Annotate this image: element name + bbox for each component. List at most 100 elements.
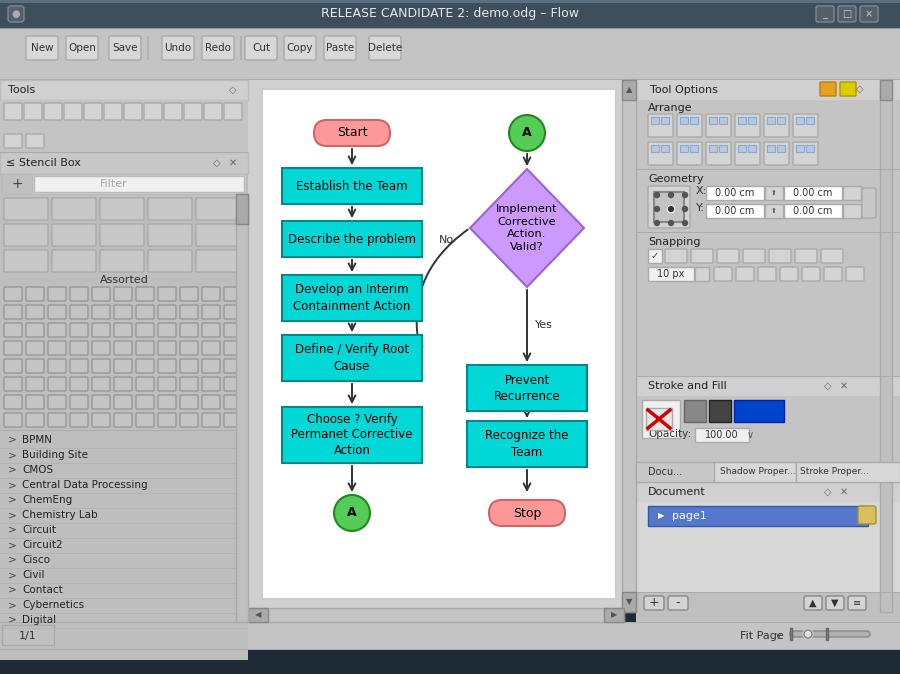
FancyBboxPatch shape xyxy=(92,413,110,427)
Text: Cybernetics: Cybernetics xyxy=(22,600,84,610)
Bar xyxy=(651,145,659,152)
Bar xyxy=(636,232,900,233)
FancyBboxPatch shape xyxy=(821,249,843,263)
Bar xyxy=(777,145,785,152)
FancyBboxPatch shape xyxy=(4,198,48,220)
Text: BPMN: BPMN xyxy=(22,435,52,445)
Text: ≤ Stencil Box: ≤ Stencil Box xyxy=(6,158,81,168)
Bar xyxy=(622,592,636,612)
FancyBboxPatch shape xyxy=(196,250,240,272)
Text: Assorted: Assorted xyxy=(100,275,148,285)
Bar xyxy=(248,608,624,622)
Text: Opacity:: Opacity: xyxy=(648,429,691,439)
FancyBboxPatch shape xyxy=(4,377,22,391)
Bar xyxy=(709,145,717,152)
FancyBboxPatch shape xyxy=(180,341,198,355)
FancyBboxPatch shape xyxy=(70,287,88,301)
Text: ▲: ▲ xyxy=(809,598,817,608)
Bar xyxy=(748,117,756,124)
Circle shape xyxy=(669,193,673,197)
Text: ✕: ✕ xyxy=(840,381,848,391)
Bar xyxy=(0,523,248,524)
Bar xyxy=(636,502,900,612)
FancyBboxPatch shape xyxy=(202,305,220,319)
FancyBboxPatch shape xyxy=(202,287,220,301)
Text: ✕: ✕ xyxy=(840,487,848,497)
Bar xyxy=(0,80,248,622)
Bar xyxy=(684,400,706,422)
FancyBboxPatch shape xyxy=(665,249,687,263)
Bar xyxy=(738,117,746,124)
Text: >: > xyxy=(8,480,17,490)
FancyBboxPatch shape xyxy=(48,323,66,337)
Bar xyxy=(734,400,784,422)
Text: 100.00: 100.00 xyxy=(706,430,739,440)
FancyBboxPatch shape xyxy=(26,36,58,60)
Text: Recognize the
Team: Recognize the Team xyxy=(485,429,569,458)
Bar xyxy=(0,0,900,28)
Bar xyxy=(0,568,248,569)
FancyBboxPatch shape xyxy=(202,359,220,373)
FancyBboxPatch shape xyxy=(180,359,198,373)
Bar xyxy=(695,428,749,442)
Text: Open: Open xyxy=(68,43,96,53)
FancyBboxPatch shape xyxy=(148,198,192,220)
FancyBboxPatch shape xyxy=(848,596,866,610)
Text: Docu...: Docu... xyxy=(648,467,682,477)
FancyBboxPatch shape xyxy=(109,36,141,60)
Bar xyxy=(240,36,242,60)
FancyBboxPatch shape xyxy=(735,114,760,137)
Text: ✓: ✓ xyxy=(651,251,659,261)
FancyBboxPatch shape xyxy=(48,395,66,409)
Text: Arrange: Arrange xyxy=(648,103,693,113)
Bar xyxy=(880,80,892,100)
FancyBboxPatch shape xyxy=(790,631,870,637)
FancyBboxPatch shape xyxy=(180,305,198,319)
FancyBboxPatch shape xyxy=(224,103,242,120)
FancyBboxPatch shape xyxy=(158,305,176,319)
FancyBboxPatch shape xyxy=(92,287,110,301)
FancyBboxPatch shape xyxy=(846,267,864,281)
FancyBboxPatch shape xyxy=(114,305,132,319)
Text: ◇: ◇ xyxy=(213,158,220,168)
Bar xyxy=(719,117,727,124)
Text: +: + xyxy=(649,596,660,609)
Text: ⬆: ⬆ xyxy=(771,190,777,196)
Circle shape xyxy=(682,220,688,226)
FancyBboxPatch shape xyxy=(180,395,198,409)
FancyBboxPatch shape xyxy=(114,377,132,391)
Text: Redo: Redo xyxy=(205,43,231,53)
FancyBboxPatch shape xyxy=(158,377,176,391)
Text: ✕: ✕ xyxy=(229,158,237,168)
Bar xyxy=(0,0,900,3)
Bar xyxy=(282,407,422,463)
Text: Civil: Civil xyxy=(22,570,44,580)
Text: >: > xyxy=(8,570,17,580)
FancyBboxPatch shape xyxy=(136,377,154,391)
FancyBboxPatch shape xyxy=(245,36,277,60)
FancyBboxPatch shape xyxy=(66,36,98,60)
Text: A: A xyxy=(347,506,356,520)
FancyBboxPatch shape xyxy=(158,287,176,301)
Text: Y:: Y: xyxy=(696,203,705,213)
Bar xyxy=(767,117,775,124)
FancyBboxPatch shape xyxy=(224,341,242,355)
Circle shape xyxy=(668,206,674,212)
Bar xyxy=(0,152,248,153)
Bar xyxy=(706,186,764,200)
FancyBboxPatch shape xyxy=(144,103,162,120)
Bar xyxy=(880,80,892,612)
FancyBboxPatch shape xyxy=(677,114,702,137)
Text: No: No xyxy=(439,235,454,245)
Bar xyxy=(0,508,248,509)
FancyBboxPatch shape xyxy=(158,395,176,409)
Circle shape xyxy=(509,115,545,151)
FancyBboxPatch shape xyxy=(64,103,82,120)
Bar xyxy=(0,553,248,554)
Text: Paste: Paste xyxy=(326,43,354,53)
Text: Geometry: Geometry xyxy=(648,174,704,184)
FancyBboxPatch shape xyxy=(184,103,202,120)
Bar xyxy=(690,117,698,124)
Text: Central Data Processing: Central Data Processing xyxy=(22,480,148,490)
FancyBboxPatch shape xyxy=(26,413,44,427)
